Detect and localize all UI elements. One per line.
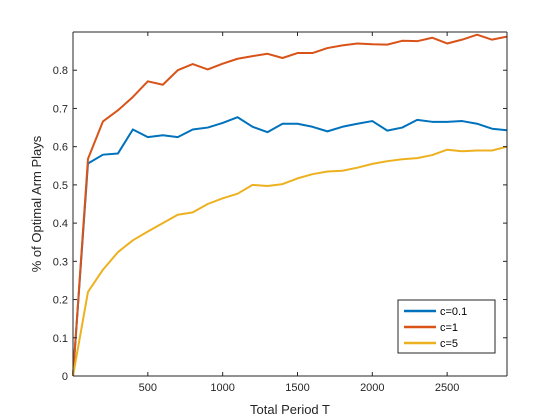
series-line-c-0-1 <box>72 116 508 377</box>
x-axis-title: Total Period T <box>250 402 330 417</box>
ticks-layer: 500 1000 1500 2000 2500 0 0.1 0.2 0.3 0.4 0.5 0.6 0.… <box>53 32 507 394</box>
x-tick-label: 2500 <box>435 382 459 394</box>
x-tick-label: 2000 <box>360 382 384 394</box>
y-tick-label: 0.3 <box>53 256 68 268</box>
series-layer <box>72 33 508 377</box>
y-tick-label: 0.8 <box>53 65 68 77</box>
x-tick-label: 500 <box>139 382 157 394</box>
legend-label: c=5 <box>440 338 458 350</box>
series-line-c-1 <box>72 33 508 377</box>
legend: c=0.1 c=1 c=5 <box>397 299 496 354</box>
legend-label: c=0.1 <box>440 306 467 318</box>
y-tick-label: 0.5 <box>53 180 68 192</box>
y-tick-label: 0.2 <box>53 295 68 307</box>
x-tick-label: 1000 <box>210 382 234 394</box>
y-axis-title: % of Optimal Arm Plays <box>29 135 44 272</box>
x-tick-label: 1500 <box>285 382 309 394</box>
series-line-c-5 <box>72 145 508 377</box>
axes-layer <box>72 31 508 377</box>
y-tick-label: 0.7 <box>53 103 68 115</box>
y-tick-label: 0 <box>62 371 68 383</box>
y-tick-label: 0.4 <box>53 218 68 230</box>
y-tick-label: 0.1 <box>53 333 68 345</box>
legend-label: c=1 <box>440 322 458 334</box>
y-tick-label: 0.6 <box>53 142 68 154</box>
